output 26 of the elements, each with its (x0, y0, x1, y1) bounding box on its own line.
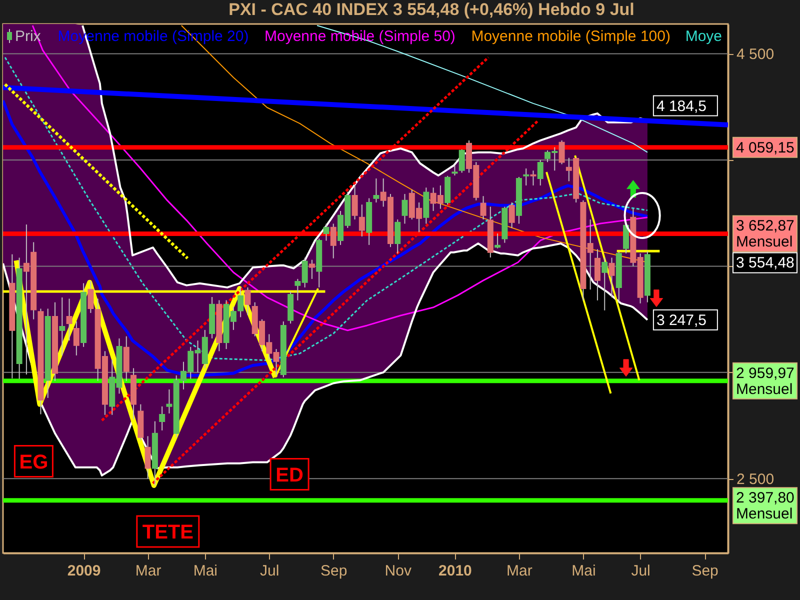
x-tick-label: 2009 (67, 562, 101, 580)
ref-line-label: 2 397,80 Mensuel (736, 490, 794, 523)
x-tick-label: Mai (572, 562, 596, 580)
ref-line-label: 4 059,15 (736, 139, 794, 156)
x-tick-label: Sep (692, 562, 718, 580)
chart-title: PXI - CAC 40 INDEX 3 554,48 (+0,46%) Hebdo 9 Jul (228, 0, 634, 19)
x-tick-label: Mar (506, 562, 532, 580)
annotation: ED (276, 464, 304, 486)
x-tick-label: Jul (260, 562, 280, 580)
ref-line-label: 3 652,87 Mensuel (736, 218, 794, 251)
text: 3 554,48 (736, 254, 794, 272)
y-tick-label: 2 500 (736, 471, 774, 488)
data-label: 4 184,5 (656, 98, 706, 115)
text: Moye (685, 28, 722, 45)
annotation: EG (19, 451, 48, 474)
x-tick-label: Mar (135, 562, 162, 580)
x-tick-label: Nov (384, 562, 412, 580)
x-tick-label: Sep (320, 562, 348, 580)
ref-line-label: 2 959,97 Mensuel (736, 364, 794, 398)
annotation: TETE (142, 521, 194, 544)
text: Moyenne mobile (Simple 100) (471, 28, 670, 45)
x-tick-label: Jul (631, 562, 650, 580)
x-tick-label: 2010 (438, 562, 472, 580)
x-tick-label: Mai (193, 562, 218, 580)
y-tick-label: 4 500 (736, 46, 774, 64)
data-label: 3 247,5 (656, 312, 706, 329)
